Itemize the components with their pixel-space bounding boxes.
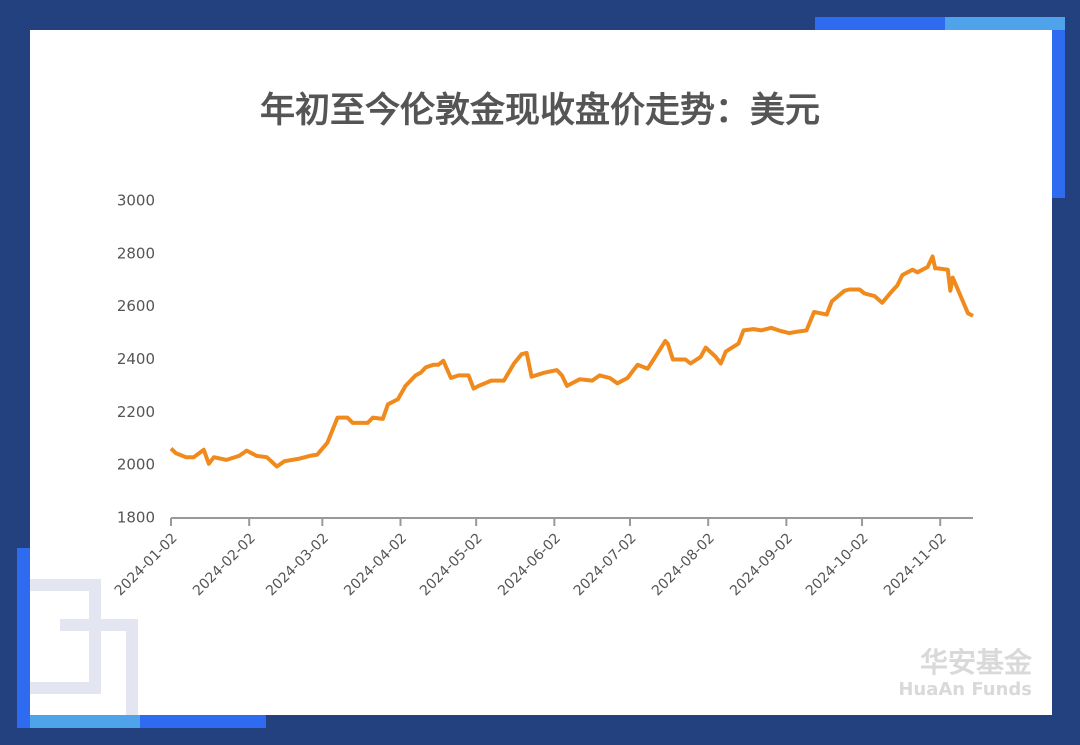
y-tick-label: 2400 bbox=[117, 350, 155, 368]
price-line bbox=[169, 254, 974, 469]
accent-bar bbox=[30, 715, 140, 728]
logo-shape bbox=[30, 579, 138, 715]
accent-bar bbox=[945, 17, 1065, 30]
y-tick-label: 1800 bbox=[117, 509, 155, 527]
chart-title: 年初至今伦敦金现收盘价走势：美元 bbox=[260, 90, 820, 131]
accent-bar bbox=[17, 548, 30, 728]
y-tick-label: 2000 bbox=[117, 456, 155, 474]
y-tick-label: 2800 bbox=[117, 244, 155, 262]
accent-bar bbox=[140, 715, 266, 728]
watermark-cn: 华安基金 bbox=[920, 646, 1033, 679]
y-tick-label: 3000 bbox=[117, 192, 155, 210]
y-tick-label: 2600 bbox=[117, 297, 155, 315]
y-tick-label: 2200 bbox=[117, 403, 155, 421]
accent-bar bbox=[1052, 30, 1065, 198]
accent-bar bbox=[815, 17, 945, 30]
watermark-en: HuaAn Funds bbox=[898, 679, 1032, 700]
